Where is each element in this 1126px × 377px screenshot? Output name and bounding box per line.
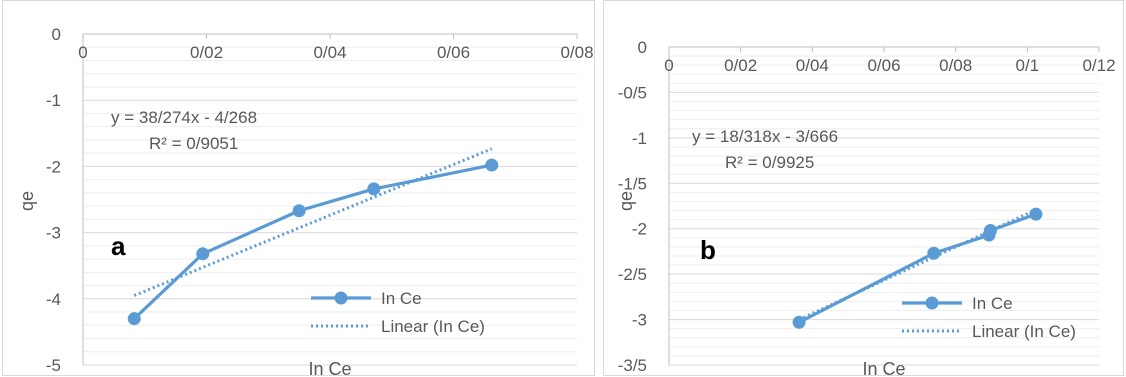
legend-trendline-label: Linear (In Ce) [972, 322, 1076, 341]
data-point [127, 312, 141, 326]
trendline [798, 208, 1037, 322]
legend-series-label: In Ce [972, 294, 1013, 313]
x-tick-label: 0/12 [1082, 56, 1115, 75]
chart-panel-b: 0 0/02 0/04 0/06 0/08 0/1 0/12 0 -0/5 -1 -1/5 -2 -2/… [603, 0, 1124, 377]
data-point [983, 224, 997, 238]
x-tick-label: 0/02 [190, 43, 223, 62]
trendline-r2: R² = 0/9925 [725, 153, 814, 172]
x-tick-label: 0/08 [560, 43, 593, 62]
legend-series-marker [925, 296, 939, 310]
x-tick-label: 0/04 [796, 56, 829, 75]
y-tick-label: -3 [46, 224, 61, 243]
data-point [927, 246, 941, 260]
y-tick-label: -2 [46, 157, 61, 176]
legend-trendline-label: Linear (In Ce) [381, 317, 485, 336]
trendline [133, 147, 493, 297]
panel-letter: a [111, 231, 126, 261]
y-tick-label: -0/5 [618, 83, 647, 102]
legend-series-label: In Ce [381, 289, 422, 308]
x-axis-title: In Ce [308, 359, 351, 377]
trendline-r2: R² = 0/9051 [149, 134, 238, 153]
y-tick-label: -1 [632, 129, 647, 148]
data-point [196, 247, 210, 261]
chart-a-svg: 0 0/02 0/04 0/06 0/08 0 -1 -2 -3 -4 -5 In Ce qe a y = … [17, 25, 594, 377]
x-tick-label: 0/04 [313, 43, 346, 62]
x-tick-label: 0 [78, 43, 87, 62]
y-tick-label: -5 [46, 356, 61, 375]
data-point [367, 182, 381, 196]
trendline-equation: y = 18/318x - 3/666 [692, 127, 838, 146]
data-point [792, 315, 806, 329]
x-tick-label: 0/06 [867, 56, 900, 75]
series-line [133, 163, 493, 320]
y-tick-label: -4 [46, 290, 61, 309]
y-tick-label: -1/5 [618, 174, 647, 193]
legend-series-marker [334, 291, 348, 305]
y-tick-label: 0 [638, 38, 647, 57]
x-tick-label: 0/02 [724, 56, 757, 75]
y-tick-label: -2/5 [618, 265, 647, 284]
y-tick-label: -3 [632, 311, 647, 330]
x-tick-label: 0 [664, 56, 673, 75]
trendline-equation: y = 38/274x - 4/268 [111, 108, 257, 127]
chart-panel-a: 0 0/02 0/04 0/06 0/08 0 -1 -2 -3 -4 -5 In Ce qe a y = … [2, 0, 595, 377]
x-tick-label: 0/1 [1016, 56, 1040, 75]
x-axis-title: In Ce [862, 359, 905, 377]
x-tick-label: 0/06 [437, 43, 470, 62]
y-tick-label: -2 [632, 220, 647, 239]
chart-b-svg: 0 0/02 0/04 0/06 0/08 0/1 0/12 0 -0/5 -1 -1/5 -2 -2/… [616, 38, 1116, 377]
y-tick-label: -1 [46, 91, 61, 110]
y-axis-title: qe [616, 191, 636, 211]
panel-letter: b [700, 235, 716, 265]
x-tick-label: 0/08 [939, 56, 972, 75]
y-tick-label: 0 [52, 25, 61, 44]
data-point [292, 204, 306, 218]
y-tick-label: -3/5 [618, 356, 647, 375]
data-point [1029, 207, 1043, 221]
y-axis-title: qe [17, 191, 37, 211]
data-point [485, 158, 499, 172]
